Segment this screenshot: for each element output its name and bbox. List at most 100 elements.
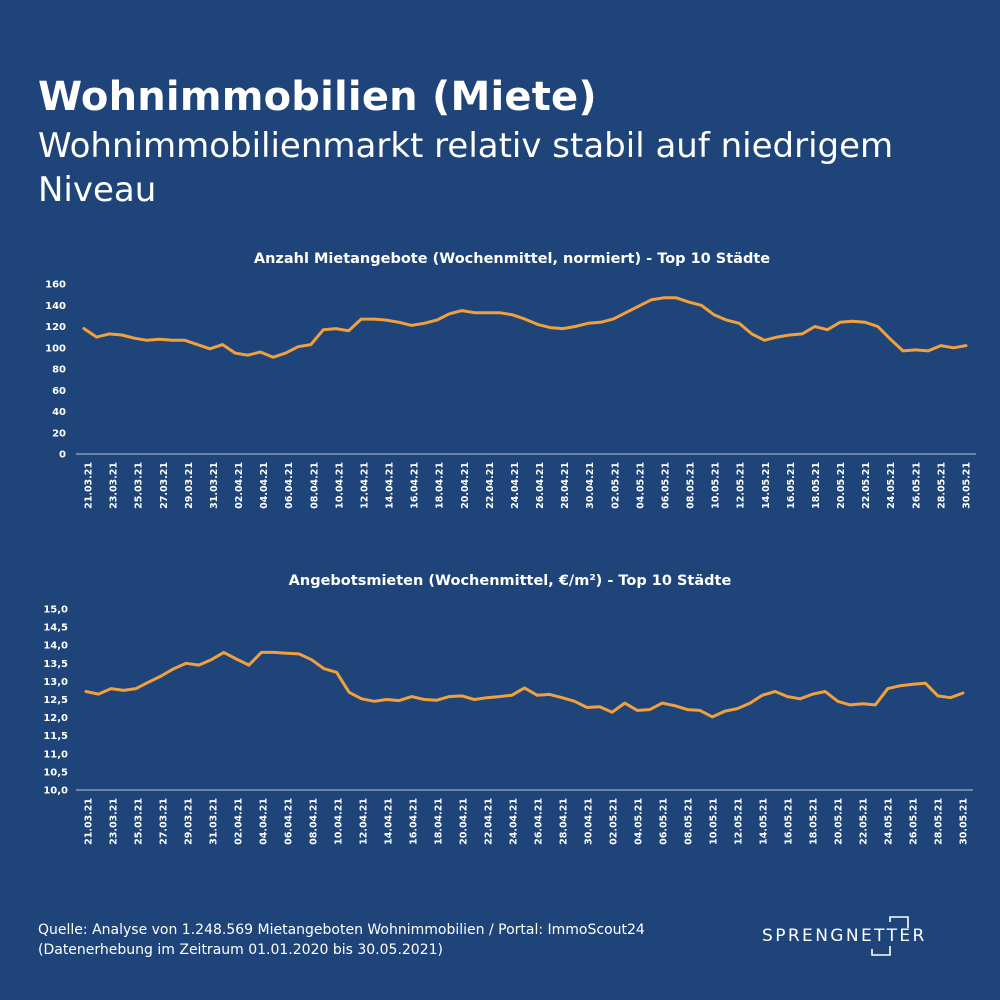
page-subtitle: Wohnimmobilienmarkt relativ stabil auf n… (38, 126, 894, 210)
y-tick-label: 14,5 (43, 623, 68, 634)
x-tick-label: 22.04.21 (484, 798, 495, 845)
x-tick-label: 31.03.21 (209, 798, 220, 845)
x-tick-label: 27.03.21 (159, 462, 170, 509)
x-tick-label: 14.04.21 (385, 462, 396, 509)
x-tick-label: 06.05.21 (660, 462, 671, 509)
y-tick-label: 140 (45, 301, 66, 312)
y-tick-label: 0 (59, 450, 66, 461)
x-tick-label: 25.03.21 (134, 798, 145, 845)
x-tick-label: 28.05.21 (936, 462, 947, 509)
x-tick-label: 24.04.21 (509, 798, 520, 845)
y-tick-label: 20 (52, 428, 66, 439)
x-tick-label: 12.05.21 (734, 798, 745, 845)
x-tick-label: 16.05.21 (784, 798, 795, 845)
asking-rent-chart: Angebotsmieten (Wochenmittel, €/m²) - To… (43, 573, 973, 845)
x-tick-label: 26.05.21 (909, 798, 920, 845)
x-tick-label: 23.03.21 (109, 798, 120, 845)
y-tick-label: 40 (52, 407, 66, 418)
x-tick-label: 25.03.21 (134, 462, 145, 509)
y-tick-label: 12,0 (43, 713, 68, 724)
chart-title: Anzahl Mietangebote (Wochenmittel, normi… (254, 251, 770, 267)
x-tick-label: 14.04.21 (384, 798, 395, 845)
x-tick-label: 31.03.21 (209, 462, 220, 509)
x-tick-label: 20.05.21 (834, 798, 845, 845)
source-line-2: (Datenerhebung im Zeitraum 01.01.2020 bi… (38, 942, 443, 958)
x-tick-label: 02.05.21 (610, 462, 621, 509)
x-tick-label: 04.05.21 (635, 462, 646, 509)
x-tick-label: 24.04.21 (510, 462, 521, 509)
x-tick-label: 20.04.21 (459, 798, 470, 845)
x-tick-label: 08.04.21 (309, 798, 320, 845)
x-tick-label: 06.04.21 (284, 462, 295, 509)
source-note: Quelle: Analyse von 1.248.569 Mietangebo… (38, 920, 645, 960)
x-tick-label: 12.05.21 (736, 462, 747, 509)
source-line-1: Quelle: Analyse von 1.248.569 Mietangebo… (38, 922, 645, 938)
x-tick-label: 18.04.21 (435, 462, 446, 509)
x-tick-label: 30.05.21 (959, 798, 970, 845)
x-tick-label: 27.03.21 (159, 798, 170, 845)
x-tick-label: 02.04.21 (234, 462, 245, 509)
x-tick-label: 10.04.21 (334, 798, 345, 845)
x-tick-label: 20.04.21 (460, 462, 471, 509)
y-tick-label: 10,5 (43, 767, 68, 778)
x-tick-label: 02.04.21 (234, 798, 245, 845)
x-tick-label: 22.05.21 (859, 798, 870, 845)
x-tick-label: 22.04.21 (485, 462, 496, 509)
x-tick-label: 21.03.21 (84, 462, 95, 509)
y-tick-label: 11,0 (43, 749, 68, 760)
x-tick-label: 06.04.21 (284, 798, 295, 845)
x-tick-label: 04.04.21 (259, 462, 270, 509)
x-tick-label: 12.04.21 (359, 798, 370, 845)
x-tick-label: 28.05.21 (934, 798, 945, 845)
x-tick-label: 12.04.21 (359, 462, 370, 509)
x-tick-label: 24.05.21 (886, 462, 897, 509)
x-tick-label: 29.03.21 (184, 462, 195, 509)
x-tick-label: 29.03.21 (184, 798, 195, 845)
x-tick-label: 21.03.21 (84, 798, 95, 845)
x-tick-label: 20.05.21 (836, 462, 847, 509)
x-tick-label: 14.05.21 (761, 462, 772, 509)
x-tick-label: 24.05.21 (884, 798, 895, 845)
x-tick-label: 26.04.21 (534, 798, 545, 845)
chart-title: Angebotsmieten (Wochenmittel, €/m²) - To… (289, 573, 732, 589)
y-tick-label: 13,0 (43, 677, 68, 688)
x-tick-label: 02.05.21 (609, 798, 620, 845)
listings-count-chart: Anzahl Mietangebote (Wochenmittel, normi… (45, 251, 976, 509)
x-tick-label: 23.03.21 (109, 462, 120, 509)
x-tick-label: 08.04.21 (309, 462, 320, 509)
x-tick-label: 26.05.21 (911, 462, 922, 509)
x-tick-label: 10.05.21 (711, 462, 722, 509)
y-tick-label: 13,5 (43, 659, 68, 670)
x-tick-label: 18.05.21 (809, 798, 820, 845)
x-tick-label: 26.04.21 (535, 462, 546, 509)
y-tick-label: 10,0 (43, 786, 68, 797)
page-title: Wohnimmobilien (Miete) (38, 74, 597, 120)
y-tick-label: 14,0 (43, 641, 68, 652)
logo-text: SPRENGNETTER (762, 926, 927, 946)
x-tick-label: 28.04.21 (559, 798, 570, 845)
series-line (84, 650, 965, 719)
sprengnetter-logo: SPRENGNETTER (762, 916, 952, 956)
x-tick-label: 22.05.21 (861, 462, 872, 509)
x-tick-label: 04.05.21 (634, 798, 645, 845)
x-tick-label: 10.04.21 (334, 462, 345, 509)
x-tick-label: 06.05.21 (659, 798, 670, 845)
y-tick-label: 100 (45, 343, 66, 354)
series-line (82, 296, 968, 359)
x-tick-label: 16.04.21 (410, 462, 421, 509)
y-tick-label: 12,5 (43, 695, 68, 706)
x-tick-label: 04.04.21 (259, 798, 270, 845)
y-tick-label: 60 (52, 386, 66, 397)
x-tick-label: 30.05.21 (962, 462, 973, 509)
y-tick-label: 160 (45, 280, 66, 291)
x-tick-label: 30.04.21 (585, 462, 596, 509)
y-tick-label: 120 (45, 322, 66, 333)
y-tick-label: 11,5 (43, 731, 68, 742)
x-tick-label: 10.05.21 (709, 798, 720, 845)
x-tick-label: 14.05.21 (759, 798, 770, 845)
y-tick-label: 15,0 (43, 605, 68, 616)
x-tick-label: 08.05.21 (686, 462, 697, 509)
y-tick-label: 80 (52, 365, 66, 376)
logo-bracket-icon (871, 916, 909, 956)
x-tick-label: 28.04.21 (560, 462, 571, 509)
